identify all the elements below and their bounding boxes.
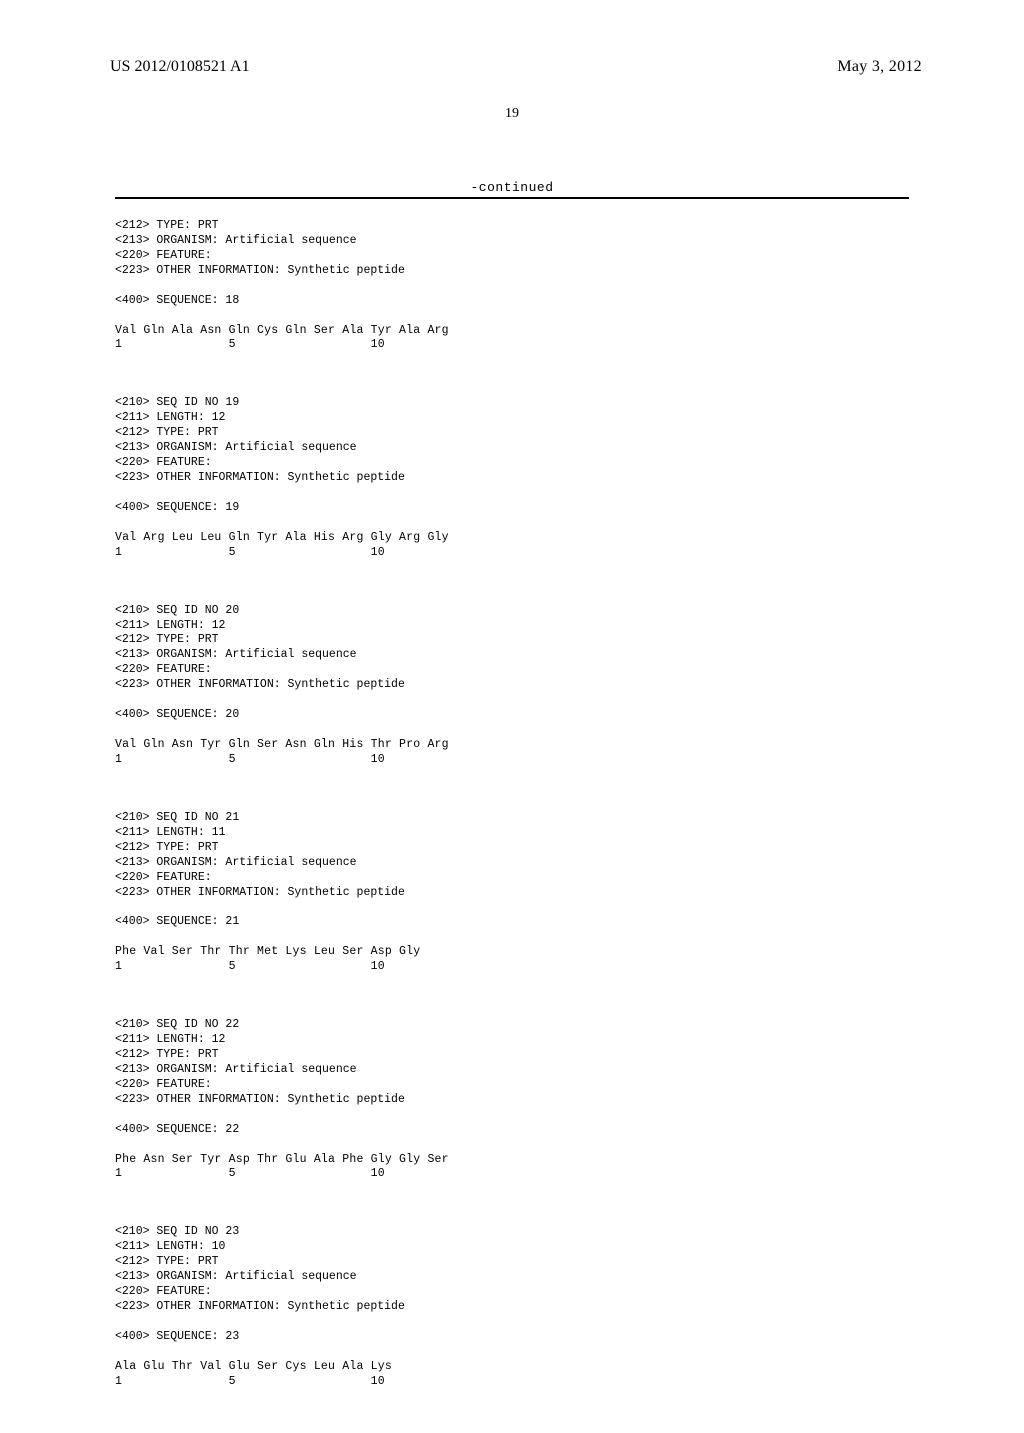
sequence-block: <210> SEQ ID NO 19<211> LENGTH: 12<212> … xyxy=(115,396,909,560)
seq-header-line: <210> SEQ ID NO 19 xyxy=(115,396,909,411)
seq-header-line: <211> LENGTH: 12 xyxy=(115,619,909,634)
seq-header-line: <211> LENGTH: 11 xyxy=(115,826,909,841)
seq-residues: Ala Glu Thr Val Glu Ser Cys Leu Ala Lys xyxy=(115,1360,909,1375)
sequence-block: <210> SEQ ID NO 20<211> LENGTH: 12<212> … xyxy=(115,604,909,768)
seq-label: <400> SEQUENCE: 20 xyxy=(115,708,909,723)
seq-header-line: <213> ORGANISM: Artificial sequence xyxy=(115,1270,909,1285)
seq-header-line: <213> ORGANISM: Artificial sequence xyxy=(115,441,909,456)
seq-header-line: <220> FEATURE: xyxy=(115,663,909,678)
seq-header-line: <220> FEATURE: xyxy=(115,456,909,471)
seq-header-line: <223> OTHER INFORMATION: Synthetic pepti… xyxy=(115,264,909,279)
seq-header-line: <212> TYPE: PRT xyxy=(115,1048,909,1063)
seq-header-line: <220> FEATURE: xyxy=(115,249,909,264)
seq-label: <400> SEQUENCE: 19 xyxy=(115,501,909,516)
seq-positions: 1 5 10 xyxy=(115,960,909,975)
seq-label: <400> SEQUENCE: 21 xyxy=(115,915,909,930)
continued-label: -continued xyxy=(0,180,1024,195)
seq-header-line: <210> SEQ ID NO 22 xyxy=(115,1018,909,1033)
seq-header-line: <223> OTHER INFORMATION: Synthetic pepti… xyxy=(115,1300,909,1315)
seq-header-line: <213> ORGANISM: Artificial sequence xyxy=(115,234,909,249)
seq-label: <400> SEQUENCE: 23 xyxy=(115,1330,909,1345)
seq-positions: 1 5 10 xyxy=(115,338,909,353)
seq-positions: 1 5 10 xyxy=(115,1375,909,1390)
seq-header-line: <220> FEATURE: xyxy=(115,1285,909,1300)
seq-header-line: <223> OTHER INFORMATION: Synthetic pepti… xyxy=(115,886,909,901)
publication-number: US 2012/0108521 A1 xyxy=(110,58,250,76)
seq-positions: 1 5 10 xyxy=(115,1167,909,1182)
seq-positions: 1 5 10 xyxy=(115,753,909,768)
sequence-block: <212> TYPE: PRT<213> ORGANISM: Artificia… xyxy=(115,219,909,353)
seq-header-line: <212> TYPE: PRT xyxy=(115,1255,909,1270)
publication-date: May 3, 2012 xyxy=(837,58,922,76)
seq-header-line: <211> LENGTH: 12 xyxy=(115,1033,909,1048)
sequence-block: <210> SEQ ID NO 23<211> LENGTH: 10<212> … xyxy=(115,1225,909,1389)
page-header: US 2012/0108521 A1 May 3, 2012 xyxy=(0,0,1024,76)
seq-label: <400> SEQUENCE: 18 xyxy=(115,294,909,309)
seq-residues: Phe Val Ser Thr Thr Met Lys Leu Ser Asp … xyxy=(115,945,909,960)
seq-header-line: <213> ORGANISM: Artificial sequence xyxy=(115,856,909,871)
seq-header-line: <220> FEATURE: xyxy=(115,1078,909,1093)
page-number: 19 xyxy=(0,106,1024,122)
seq-header-line: <223> OTHER INFORMATION: Synthetic pepti… xyxy=(115,471,909,486)
seq-header-line: <212> TYPE: PRT xyxy=(115,841,909,856)
sequence-block: <210> SEQ ID NO 21<211> LENGTH: 11<212> … xyxy=(115,811,909,975)
seq-header-line: <213> ORGANISM: Artificial sequence xyxy=(115,648,909,663)
seq-header-line: <211> LENGTH: 10 xyxy=(115,1240,909,1255)
seq-header-line: <211> LENGTH: 12 xyxy=(115,411,909,426)
seq-header-line: <212> TYPE: PRT xyxy=(115,633,909,648)
seq-header-line: <212> TYPE: PRT xyxy=(115,219,909,234)
seq-header-line: <210> SEQ ID NO 21 xyxy=(115,811,909,826)
seq-header-line: <213> ORGANISM: Artificial sequence xyxy=(115,1063,909,1078)
seq-residues: Val Arg Leu Leu Gln Tyr Ala His Arg Gly … xyxy=(115,531,909,546)
seq-header-line: <212> TYPE: PRT xyxy=(115,426,909,441)
seq-header-line: <223> OTHER INFORMATION: Synthetic pepti… xyxy=(115,1093,909,1108)
seq-residues: Val Gln Ala Asn Gln Cys Gln Ser Ala Tyr … xyxy=(115,324,909,339)
sequence-listing-content: <212> TYPE: PRT<213> ORGANISM: Artificia… xyxy=(0,199,1024,1433)
seq-label: <400> SEQUENCE: 22 xyxy=(115,1123,909,1138)
seq-positions: 1 5 10 xyxy=(115,546,909,561)
seq-header-line: <223> OTHER INFORMATION: Synthetic pepti… xyxy=(115,678,909,693)
seq-header-line: <210> SEQ ID NO 20 xyxy=(115,604,909,619)
seq-residues: Val Gln Asn Tyr Gln Ser Asn Gln His Thr … xyxy=(115,738,909,753)
seq-residues: Phe Asn Ser Tyr Asp Thr Glu Ala Phe Gly … xyxy=(115,1153,909,1168)
seq-header-line: <210> SEQ ID NO 23 xyxy=(115,1225,909,1240)
sequence-block: <210> SEQ ID NO 22<211> LENGTH: 12<212> … xyxy=(115,1018,909,1182)
seq-header-line: <220> FEATURE: xyxy=(115,871,909,886)
